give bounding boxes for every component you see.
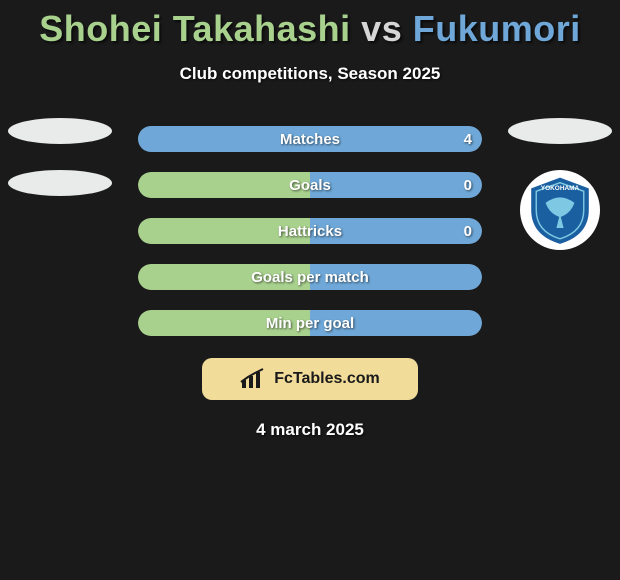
stat-bar: Min per goal (138, 310, 482, 336)
stat-bar: Goals0 (138, 172, 482, 198)
bar-value-right: 0 (464, 172, 472, 198)
comparison-title: Shohei Takahashi vs Fukumori (0, 0, 620, 50)
player2-avatar-placeholder (508, 118, 612, 144)
vs-label: vs (361, 8, 402, 49)
date-text: 4 march 2025 (0, 420, 620, 440)
yokohama-crest-icon: YOKOHAMA (524, 174, 596, 246)
right-column: YOKOHAMA (508, 118, 612, 250)
svg-text:YOKOHAMA: YOKOHAMA (541, 185, 580, 192)
stat-bar: Hattricks0 (138, 218, 482, 244)
player1-name: Shohei Takahashi (39, 8, 350, 49)
left-column (8, 118, 112, 196)
bar-label: Goals (138, 172, 482, 198)
brand-text: FcTables.com (274, 370, 380, 388)
player1-avatar-placeholder (8, 118, 112, 144)
bar-label: Hattricks (138, 218, 482, 244)
player1-club-placeholder (8, 170, 112, 196)
subtitle: Club competitions, Season 2025 (0, 64, 620, 84)
stat-bars: Matches4Goals0Hattricks0Goals per matchM… (138, 126, 482, 336)
bar-label: Goals per match (138, 264, 482, 290)
bar-label: Matches (138, 126, 482, 152)
bar-chart-icon (240, 368, 268, 390)
bar-value-right: 4 (464, 126, 472, 152)
footer-brand-box[interactable]: FcTables.com (202, 358, 418, 400)
player2-club-badge: YOKOHAMA (520, 170, 600, 250)
bar-value-right: 0 (464, 218, 472, 244)
bar-label: Min per goal (138, 310, 482, 336)
player2-name: Fukumori (413, 8, 581, 49)
stat-bar: Matches4 (138, 126, 482, 152)
stat-bar: Goals per match (138, 264, 482, 290)
content-area: YOKOHAMA Matches4Goals0Hattricks0Goals p… (0, 126, 620, 336)
